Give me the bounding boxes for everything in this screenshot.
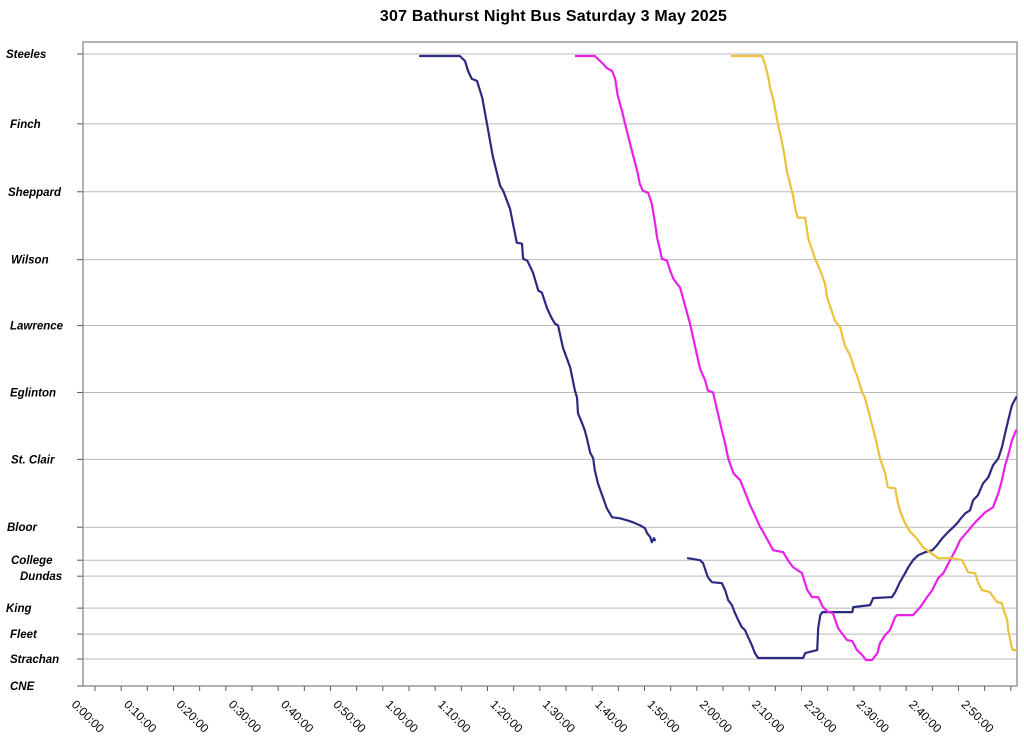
series-line-trip-navy — [686, 396, 1017, 660]
x-tick-label: 1:10:00 — [435, 697, 473, 735]
x-tick-label: 0:50:00 — [330, 697, 368, 735]
x-tick-label: 2:30:00 — [854, 697, 892, 735]
station-label-finch: Finch — [10, 119, 41, 131]
x-tick-label: 0:30:00 — [226, 697, 264, 735]
series-group — [418, 54, 1017, 662]
station-label-fleet: Fleet — [10, 629, 38, 641]
station-label-king: King — [6, 603, 32, 615]
station-label-steeles: Steeles — [6, 49, 46, 61]
x-tick-label: 2:00:00 — [697, 697, 735, 735]
series-line-trip-magenta — [574, 54, 1017, 662]
series-line-trip-gold — [730, 54, 1017, 652]
station-label-dundas: Dundas — [20, 571, 62, 583]
x-tick-label: 2:20:00 — [801, 697, 839, 735]
x-tick-label: 1:00:00 — [383, 697, 421, 735]
x-tick-label: 0:00:00 — [69, 697, 107, 735]
station-label-eglinton: Eglinton — [10, 387, 56, 399]
series-line-trip-navy — [418, 54, 657, 544]
x-tick-label: 1:40:00 — [592, 697, 630, 735]
x-tick-label: 2:10:00 — [749, 697, 787, 735]
x-tick-label: 0:40:00 — [278, 697, 316, 735]
station-label-sheppard: Sheppard — [8, 187, 62, 199]
x-tick-label: 0:10:00 — [121, 697, 159, 735]
x-tick-label: 1:20:00 — [487, 697, 525, 735]
station-label-lawrence: Lawrence — [10, 321, 64, 333]
station-label-wilson: Wilson — [11, 255, 49, 267]
station-label-cne: CNE — [10, 681, 35, 693]
x-tick-label: 2:40:00 — [906, 697, 944, 735]
station-label-strachan: Strachan — [10, 654, 59, 666]
x-tick-label: 0:20:00 — [173, 697, 211, 735]
station-label-bloor: Bloor — [7, 522, 38, 534]
station-label-college: College — [11, 555, 53, 567]
x-tick-label: 2:50:00 — [958, 697, 996, 735]
chart-title: 307 Bathurst Night Bus Saturday 3 May 20… — [379, 8, 728, 25]
station-label-stclair: St. Clair — [11, 454, 55, 466]
plot-frame — [82, 41, 1018, 687]
x-tick-label: 1:50:00 — [644, 697, 682, 735]
x-tick-label: 1:30:00 — [540, 697, 578, 735]
